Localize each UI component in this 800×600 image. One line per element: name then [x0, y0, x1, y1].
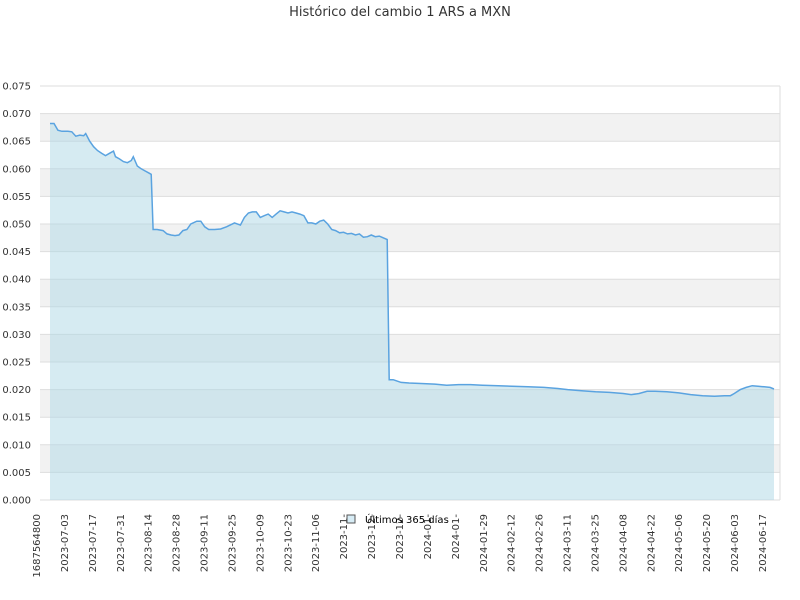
y-tick-label: 0.040	[2, 275, 31, 286]
x-tick-label: 2023-09-11	[200, 514, 211, 572]
legend-label[interactable]: Últimos 365 días	[365, 513, 449, 526]
x-tick-label: 2023-10-23	[283, 514, 294, 572]
x-tick-label: 2023-11-	[339, 514, 350, 560]
x-tick-label: 2024-01-	[451, 514, 462, 560]
grid-band	[40, 113, 780, 142]
x-tick-label: 2023-12-	[367, 514, 378, 560]
y-tick-label: 0.055	[2, 192, 31, 203]
x-tick-label: 2024-02-26	[535, 514, 546, 572]
y-tick-label: 0.070	[2, 109, 31, 120]
x-tick-label: 2023-12-	[395, 514, 406, 560]
y-tick-label: 0.045	[2, 247, 31, 258]
x-tick-label: 2024-05-20	[702, 514, 713, 572]
grid-band	[40, 196, 780, 224]
y-tick-label: 0.035	[2, 302, 31, 313]
y-tick-label: 0.065	[2, 137, 31, 148]
y-axis-ticks: 0.000 0.005 0.010 0.015 0.020 0.025 0.030 0.035…	[2, 82, 31, 507]
legend-swatch-icon[interactable]	[346, 514, 356, 524]
y-tick-label: 0.050	[2, 220, 31, 231]
series-line	[50, 122, 775, 397]
grid-band	[40, 168, 780, 197]
x-tick-label: 2023-11-06	[311, 514, 322, 572]
x-tick-label: 2023-10-09	[255, 514, 266, 572]
series-area-fill	[50, 123, 774, 500]
chart-title: Histórico del cambio 1 ARS a MXN	[289, 5, 511, 20]
grid-band	[40, 86, 780, 114]
x-tick-label: 2024-01-29	[479, 514, 490, 572]
y-tick-label: 0.025	[2, 358, 31, 369]
x-tick-label: 2024-06-17	[758, 514, 769, 572]
grid-band	[40, 141, 780, 169]
y-tick-label: 0.020	[2, 385, 31, 396]
x-tick-label: 2024-02-12	[507, 514, 518, 572]
x-tick-label: 2023-07-17	[88, 514, 99, 572]
y-tick-label: 0.000	[2, 496, 31, 507]
x-tick-label: 1687564800	[32, 514, 43, 578]
x-tick-label: 2024-05-06	[674, 514, 685, 572]
x-tick-label: 2023-08-14	[144, 514, 155, 572]
x-tick-label: 2024-03-25	[590, 514, 601, 572]
y-tick-label: 0.010	[2, 440, 31, 451]
y-tick-label: 0.030	[2, 330, 31, 341]
x-tick-label: 2024-01-	[423, 514, 434, 560]
x-tick-label: 2023-07-31	[116, 514, 127, 572]
x-tick-label: 2024-03-11	[563, 514, 574, 572]
x-tick-label: 2023-08-28	[172, 514, 183, 572]
legend[interactable]: Últimos 365 días	[346, 513, 449, 526]
x-tick-label: 2023-07-03	[60, 514, 71, 572]
y-tick-label: 0.075	[2, 82, 31, 93]
x-tick-label: 2024-04-08	[618, 514, 629, 572]
x-tick-label: 2024-04-22	[646, 514, 657, 572]
x-tick-label: 2023-09-25	[227, 514, 238, 572]
y-tick-label: 0.005	[2, 468, 31, 479]
x-tick-label: 2024-06-03	[730, 514, 741, 572]
x-axis-ticks: 1687564800 2023-07-03 2023-07-17 2023-07-31…	[32, 514, 769, 578]
y-tick-label: 0.015	[2, 413, 31, 424]
series-area	[50, 122, 775, 500]
y-tick-label: 0.060	[2, 164, 31, 175]
